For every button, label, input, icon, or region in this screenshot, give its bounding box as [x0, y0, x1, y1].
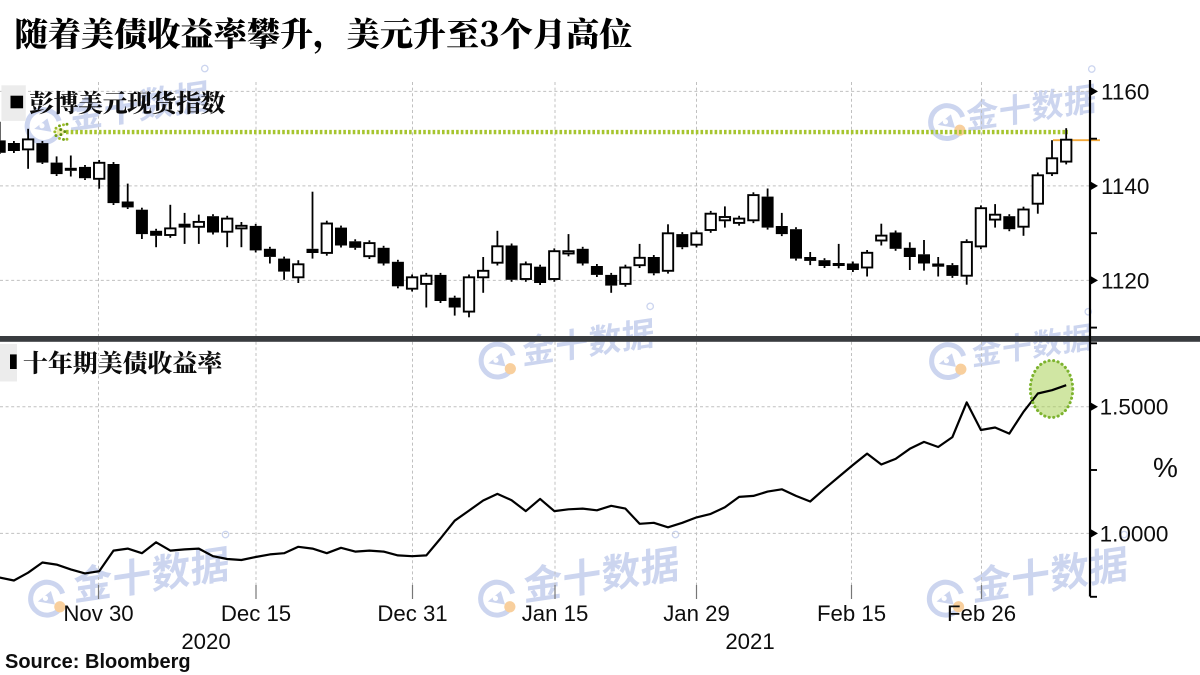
svg-text:%: % — [1153, 452, 1178, 483]
svg-text:Nov 30: Nov 30 — [63, 601, 133, 626]
svg-text:Dec 31: Dec 31 — [377, 601, 447, 626]
svg-text:1.5000: 1.5000 — [1100, 395, 1169, 420]
svg-text:1120: 1120 — [1101, 268, 1149, 293]
svg-text:2020: 2020 — [181, 629, 230, 654]
svg-text:1160: 1160 — [1101, 79, 1149, 104]
svg-text:2021: 2021 — [725, 629, 774, 654]
svg-text:Feb 15: Feb 15 — [817, 601, 886, 626]
svg-text:1.0000: 1.0000 — [1100, 521, 1169, 546]
svg-text:Feb 26: Feb 26 — [947, 601, 1016, 626]
svg-text:Jan 15: Jan 15 — [522, 601, 589, 626]
svg-text:Dec 15: Dec 15 — [221, 601, 291, 626]
svg-text:Jan 29: Jan 29 — [663, 601, 730, 626]
svg-text:Source: Bloomberg: Source: Bloomberg — [5, 651, 191, 673]
svg-text:1140: 1140 — [1101, 174, 1149, 199]
